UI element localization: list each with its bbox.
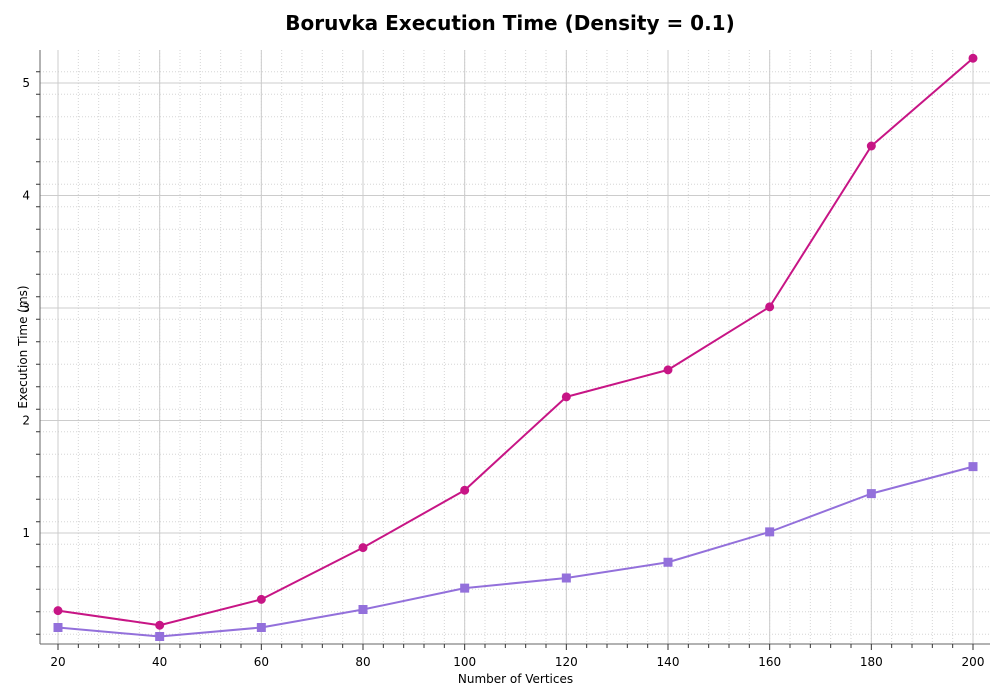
series-2-point: [53, 623, 63, 632]
x-tick-label: 140: [657, 655, 680, 669]
series-1-point: [155, 620, 165, 630]
series-1-line: [57, 57, 974, 627]
series-1-point: [53, 606, 63, 616]
series-2-line: [57, 465, 974, 638]
y-tick-label: 2: [22, 414, 30, 428]
series-2-point: [256, 623, 266, 632]
series-1-point: [460, 485, 470, 495]
x-tick-label: 100: [453, 655, 476, 669]
x-tick-label: 180: [860, 655, 883, 669]
x-tick-label: 60: [254, 655, 269, 669]
y-tick-label: 4: [22, 189, 30, 203]
x-axis-label: Number of Vertices: [457, 672, 574, 686]
series-1-point: [256, 594, 266, 604]
series-1-point: [866, 141, 876, 151]
chart-title: Boruvka Execution Time (Density = 0.1): [285, 11, 735, 35]
y-tick-label: 1: [22, 526, 30, 540]
x-tick-label: 200: [962, 655, 985, 669]
series-2-point: [866, 489, 876, 499]
series-1-point: [663, 365, 673, 375]
x-tick-label: 40: [152, 655, 167, 669]
series-1-point: [358, 543, 368, 553]
series-2-point: [155, 632, 165, 641]
series-1-point: [561, 392, 571, 402]
series-2-point: [968, 462, 978, 472]
x-tick-label: 120: [555, 655, 578, 669]
y-tick-label: 5: [22, 76, 30, 90]
series-2-point: [561, 573, 571, 583]
series-2-point: [460, 583, 470, 593]
series-2-point: [358, 605, 368, 614]
x-tick-label: 160: [758, 655, 781, 669]
series-1-point: [765, 302, 775, 312]
x-tick-label: 80: [355, 655, 370, 669]
series-2-point: [663, 557, 673, 567]
x-tick-label: 20: [50, 655, 65, 669]
series-2-point: [765, 527, 775, 537]
series-1-point: [968, 53, 978, 63]
y-tick-label: 3: [22, 301, 30, 315]
